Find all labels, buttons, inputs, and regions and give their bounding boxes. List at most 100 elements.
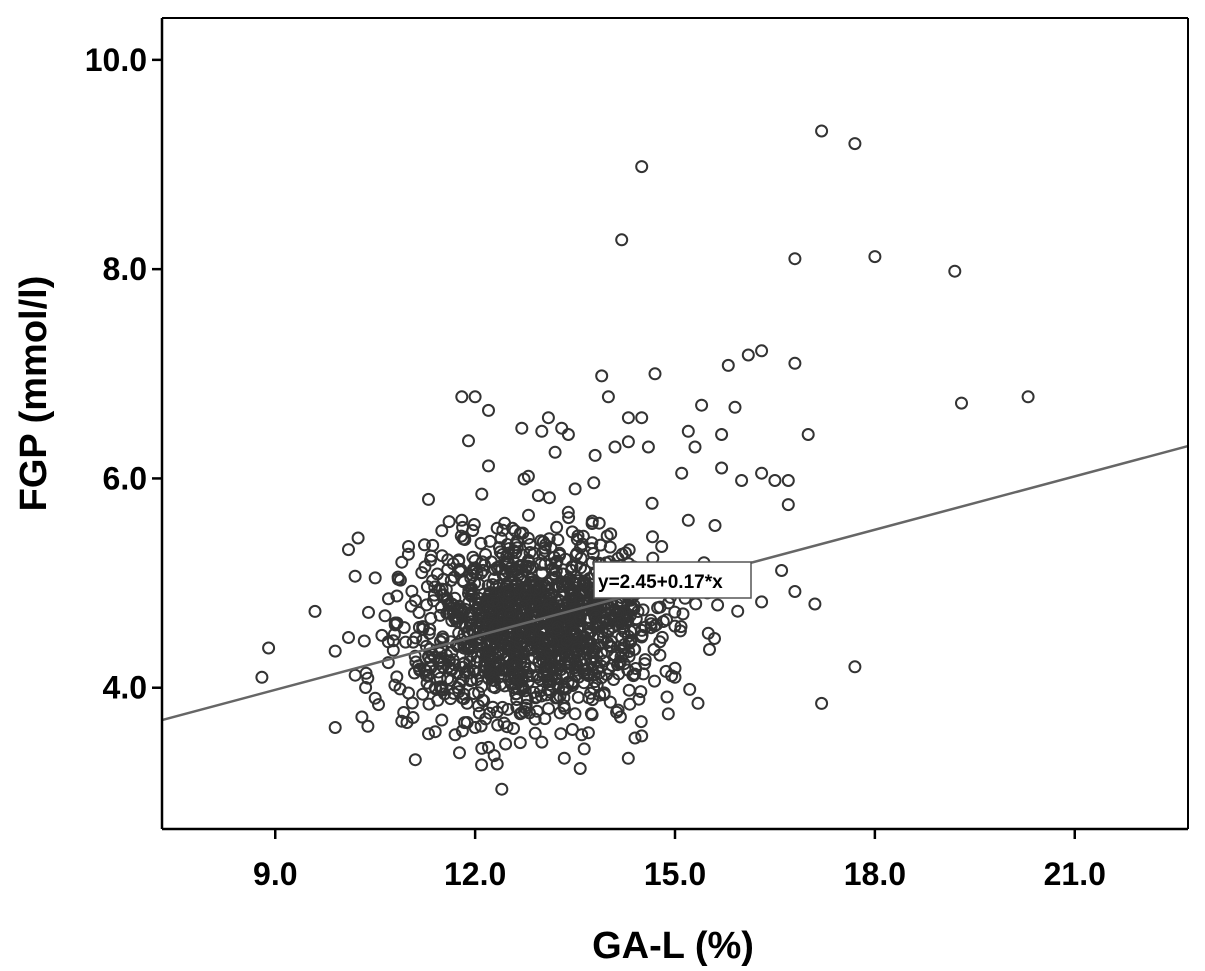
cloud-point <box>466 562 480 576</box>
scatter-point <box>342 543 355 557</box>
cloud-point <box>570 642 584 656</box>
scatter-point <box>561 428 575 441</box>
scatter-point <box>408 649 422 663</box>
cloud-point <box>435 713 449 727</box>
scatter-point <box>368 691 382 705</box>
scatter-point <box>741 348 755 362</box>
scatter-point <box>328 721 342 734</box>
scatter-point <box>501 555 515 569</box>
cloud-point <box>674 620 688 634</box>
cloud-point <box>565 525 579 539</box>
cloud-point <box>399 635 413 649</box>
cloud-point <box>557 751 571 765</box>
scatter-point <box>781 474 795 487</box>
cloud-point <box>703 643 716 656</box>
cloud-point <box>486 668 500 682</box>
scatter-point <box>368 571 382 585</box>
cloud-point <box>456 532 470 546</box>
scatter-point <box>1021 390 1035 404</box>
scatter-point <box>388 618 402 632</box>
cloud-point <box>580 633 594 647</box>
cloud-point <box>571 690 585 704</box>
cloud-point <box>426 594 440 608</box>
cloud-point <box>521 559 535 573</box>
cloud-point <box>562 657 575 671</box>
cloud-point <box>474 536 488 550</box>
scatter-point <box>402 686 415 700</box>
cloud-point <box>523 628 536 642</box>
cloud-point <box>477 587 491 601</box>
cloud-point <box>613 710 627 724</box>
scatter-point <box>635 411 649 425</box>
cloud-point <box>636 603 650 617</box>
cloud-point <box>615 630 629 644</box>
cloud-point <box>528 575 541 589</box>
cloud-point <box>534 689 548 703</box>
equation-label: y=2.45+0.17*x <box>598 572 723 593</box>
scatter-point <box>468 390 482 404</box>
cloud-point <box>457 687 471 701</box>
scatter-point <box>488 681 502 695</box>
scatter-point <box>362 605 375 619</box>
cloud-point <box>565 723 579 736</box>
scatter-point <box>382 592 395 606</box>
cloud-point <box>405 584 419 598</box>
scatter-point <box>848 137 862 151</box>
scatter-point <box>868 250 882 264</box>
cloud-point <box>475 758 489 772</box>
cloud-point <box>423 680 437 694</box>
scatter-point <box>581 726 595 740</box>
cloud-point <box>546 636 560 649</box>
cloud-point <box>513 736 527 750</box>
equation-box <box>593 561 752 599</box>
cloud-point <box>558 578 572 592</box>
data-points <box>255 124 1035 796</box>
cloud-point <box>570 546 584 560</box>
scatter-point <box>375 628 389 642</box>
scatter-point <box>628 731 642 745</box>
cloud-point <box>526 632 540 646</box>
scatter-point <box>495 782 509 796</box>
scatter-point <box>675 466 689 480</box>
cloud-point <box>538 541 552 555</box>
y-tick-label: 10.0 <box>85 42 147 78</box>
cloud-point <box>551 533 565 547</box>
cloud-point <box>711 598 725 612</box>
cloud-point <box>558 702 571 715</box>
scatter-point <box>475 487 489 501</box>
cloud-point <box>496 523 510 537</box>
cloud-point <box>542 702 555 716</box>
cloud-point <box>612 614 626 628</box>
cloud-point <box>465 606 479 620</box>
cloud-point <box>572 648 586 662</box>
cloud-point <box>445 597 459 611</box>
cloud-point <box>517 646 531 660</box>
cloud-point <box>655 630 669 644</box>
cloud-point <box>588 675 602 689</box>
cloud-point <box>454 563 468 577</box>
scatter-point <box>468 721 482 734</box>
scatter-point <box>475 741 489 755</box>
scatter-point <box>788 252 802 266</box>
cloud-point <box>466 550 480 564</box>
cloud-point <box>621 629 635 643</box>
cloud-point <box>482 644 496 658</box>
cloud-point <box>604 527 618 541</box>
cloud-point <box>469 602 482 616</box>
cloud-point <box>538 621 552 635</box>
x-tick-label: 9.0 <box>253 856 297 892</box>
cloud-point <box>482 618 495 632</box>
cloud-point <box>592 516 606 530</box>
x-tick-label: 15.0 <box>644 856 706 892</box>
cloud-point <box>587 476 601 490</box>
cloud-point <box>518 684 532 698</box>
scatter-point <box>681 424 695 438</box>
cloud-point <box>416 687 430 701</box>
cloud-point <box>498 590 512 604</box>
cloud-point <box>585 708 599 722</box>
cloud-point <box>626 669 640 683</box>
cloud-point <box>566 679 580 692</box>
cloud-point <box>497 716 511 730</box>
scatter-point <box>728 400 742 414</box>
cloud-point <box>595 614 609 628</box>
